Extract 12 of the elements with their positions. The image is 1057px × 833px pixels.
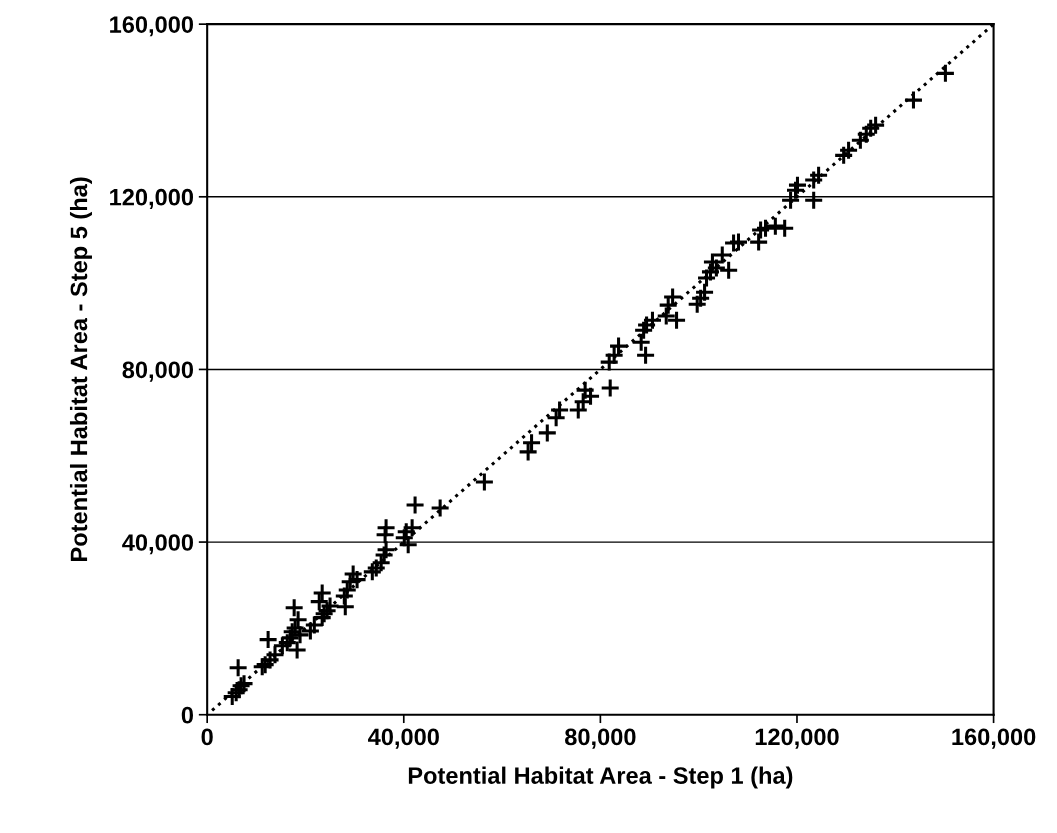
x-tick-label: 40,000 (368, 728, 439, 749)
x-axis-title: Potential Habitat Area - Step 1 (ha) (408, 766, 793, 789)
y-tick-label: 40,000 (122, 534, 194, 555)
y-tick-label: 160,000 (110, 16, 194, 37)
x-tick-label: 80,000 (565, 728, 636, 749)
y-tick-label: 120,000 (110, 188, 194, 210)
y-tick-label: 80,000 (122, 361, 194, 382)
y-tick-label: 0 (181, 706, 194, 724)
x-tick-label: 120,000 (755, 728, 839, 749)
x-tick-label: 0 (201, 728, 213, 746)
y-axis-title: Potential Habitat Area - Step 5 (ha) (69, 177, 92, 561)
x-tick-label: 160,000 (952, 728, 1036, 749)
